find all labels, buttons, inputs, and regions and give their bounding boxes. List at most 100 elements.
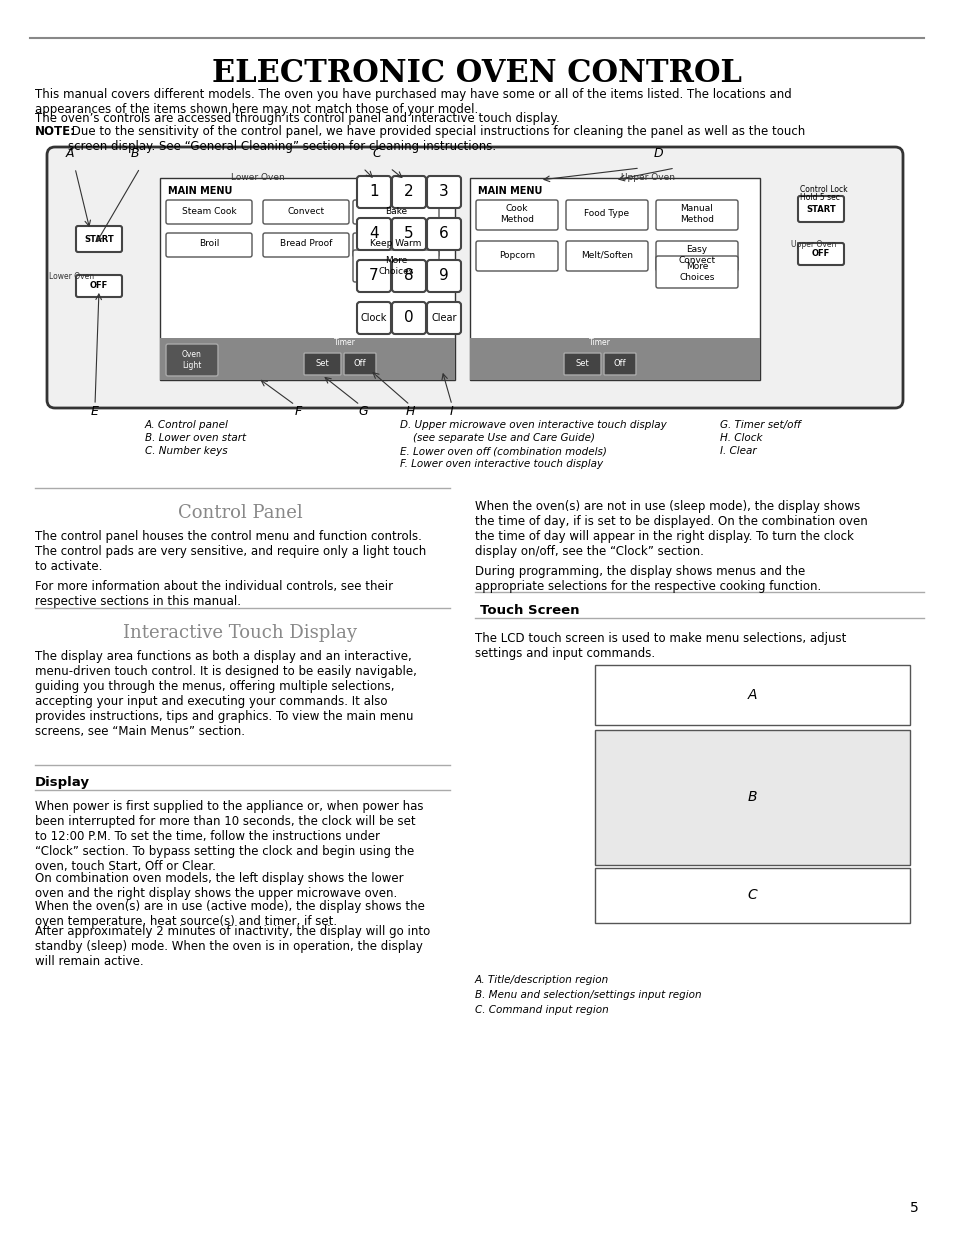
Text: B: B (747, 790, 757, 804)
Text: Manual
Method: Manual Method (679, 204, 713, 224)
Text: START: START (805, 205, 835, 214)
Text: Easy
Convect: Easy Convect (678, 246, 715, 264)
Text: Control Lock: Control Lock (800, 185, 846, 194)
FancyBboxPatch shape (565, 200, 647, 230)
FancyBboxPatch shape (656, 200, 738, 230)
Text: The display area functions as both a display and an interactive,
menu-driven tou: The display area functions as both a dis… (35, 650, 416, 739)
FancyBboxPatch shape (76, 275, 122, 296)
Bar (160, 178, 455, 380)
FancyBboxPatch shape (356, 219, 391, 249)
Text: More
Choices: More Choices (679, 262, 714, 282)
Text: When the oven(s) are in use (active mode), the display shows the
oven temperatur: When the oven(s) are in use (active mode… (35, 900, 424, 927)
FancyBboxPatch shape (392, 303, 426, 333)
Bar (470, 338, 760, 380)
Text: Timer: Timer (588, 338, 610, 347)
Text: When the oven(s) are not in use (sleep mode), the display shows
the time of day,: When the oven(s) are not in use (sleep m… (475, 500, 867, 558)
Text: 5: 5 (404, 226, 414, 242)
Text: The control panel houses the control menu and function controls.
The control pad: The control panel houses the control men… (35, 530, 426, 573)
Text: H: H (405, 405, 415, 417)
FancyBboxPatch shape (353, 233, 438, 257)
Text: E: E (91, 405, 99, 417)
FancyBboxPatch shape (427, 219, 460, 249)
FancyBboxPatch shape (392, 219, 426, 249)
Text: A: A (747, 688, 757, 701)
FancyBboxPatch shape (356, 303, 391, 333)
Text: Touch Screen: Touch Screen (479, 604, 578, 618)
FancyBboxPatch shape (427, 177, 460, 207)
Text: Lower Oven: Lower Oven (50, 272, 94, 282)
Text: OFF: OFF (90, 282, 108, 290)
Text: 0: 0 (404, 310, 414, 326)
Text: A. Title/description region: A. Title/description region (475, 974, 609, 986)
Bar (160, 338, 455, 380)
Text: The oven’s controls are accessed through its control panel and interactive touch: The oven’s controls are accessed through… (35, 112, 559, 125)
Text: Upper Oven: Upper Oven (790, 240, 836, 249)
Text: This manual covers different models. The oven you have purchased may have some o: This manual covers different models. The… (35, 88, 791, 116)
Text: Melt/Soften: Melt/Soften (580, 251, 633, 259)
Text: For more information about the individual controls, see their
respective section: For more information about the individua… (35, 580, 393, 608)
FancyBboxPatch shape (476, 241, 558, 270)
Bar (595, 664, 909, 725)
FancyBboxPatch shape (656, 256, 738, 288)
FancyBboxPatch shape (356, 177, 391, 207)
FancyBboxPatch shape (563, 353, 600, 375)
Text: 6: 6 (438, 226, 449, 242)
Bar (595, 730, 909, 864)
Text: Broil: Broil (198, 240, 219, 248)
Text: ELECTRONIC OVEN CONTROL: ELECTRONIC OVEN CONTROL (212, 58, 741, 89)
Text: 9: 9 (438, 268, 449, 284)
Text: Hold 5 sec: Hold 5 sec (800, 193, 839, 203)
Text: The LCD touch screen is used to make menu selections, adjust
settings and input : The LCD touch screen is used to make men… (475, 632, 845, 659)
Text: Due to the sensitivity of the control panel, we have provided special instructio: Due to the sensitivity of the control pa… (68, 125, 804, 153)
FancyBboxPatch shape (427, 303, 460, 333)
Text: Set: Set (575, 359, 588, 368)
FancyBboxPatch shape (353, 200, 438, 224)
Text: D: D (653, 147, 662, 161)
Text: NOTE:: NOTE: (35, 125, 76, 138)
Text: D. Upper microwave oven interactive touch display: D. Upper microwave oven interactive touc… (399, 420, 666, 430)
Text: H. Clock: H. Clock (720, 433, 761, 443)
Text: Interactive Touch Display: Interactive Touch Display (123, 624, 356, 642)
FancyBboxPatch shape (263, 200, 349, 224)
FancyBboxPatch shape (356, 261, 391, 291)
Text: 2: 2 (404, 184, 414, 200)
Text: Upper Oven: Upper Oven (620, 173, 675, 182)
Text: Set: Set (314, 359, 329, 368)
Text: C. Number keys: C. Number keys (145, 446, 228, 456)
Text: I: I (450, 405, 454, 417)
Text: Timer: Timer (334, 338, 355, 347)
Text: Keep Warm: Keep Warm (370, 240, 421, 248)
FancyBboxPatch shape (797, 243, 843, 266)
Bar (595, 868, 909, 923)
FancyBboxPatch shape (656, 241, 738, 270)
Text: Off: Off (354, 359, 366, 368)
Text: Clear: Clear (431, 312, 456, 324)
Text: On combination oven models, the left display shows the lower
oven and the right : On combination oven models, the left dis… (35, 872, 403, 900)
Text: C. Command input region: C. Command input region (475, 1005, 608, 1015)
Text: Display: Display (35, 776, 90, 789)
FancyBboxPatch shape (427, 261, 460, 291)
Text: G: G (357, 405, 368, 417)
Bar (470, 178, 760, 380)
Text: F: F (294, 405, 301, 417)
Text: E. Lower oven off (combination models): E. Lower oven off (combination models) (399, 446, 606, 456)
Text: I. Clear: I. Clear (720, 446, 756, 456)
Text: During programming, the display shows menus and the
appropriate selections for t: During programming, the display shows me… (475, 564, 821, 593)
Text: C: C (747, 888, 757, 902)
FancyBboxPatch shape (603, 353, 636, 375)
FancyBboxPatch shape (344, 353, 375, 375)
Text: MAIN MENU: MAIN MENU (477, 186, 542, 196)
Text: Convect: Convect (287, 206, 324, 215)
Text: 3: 3 (438, 184, 449, 200)
Text: 5: 5 (909, 1200, 918, 1215)
Text: After approximately 2 minutes of inactivity, the display will go into
standby (s: After approximately 2 minutes of inactiv… (35, 925, 430, 968)
Text: 7: 7 (369, 268, 378, 284)
FancyBboxPatch shape (76, 226, 122, 252)
Text: When power is first supplied to the appliance or, when power has
been interrupte: When power is first supplied to the appl… (35, 800, 423, 873)
FancyBboxPatch shape (476, 200, 558, 230)
FancyBboxPatch shape (166, 233, 252, 257)
Text: A. Control panel: A. Control panel (145, 420, 229, 430)
Text: C: C (373, 147, 381, 161)
FancyBboxPatch shape (304, 353, 340, 375)
Text: G. Timer set/off: G. Timer set/off (720, 420, 800, 430)
